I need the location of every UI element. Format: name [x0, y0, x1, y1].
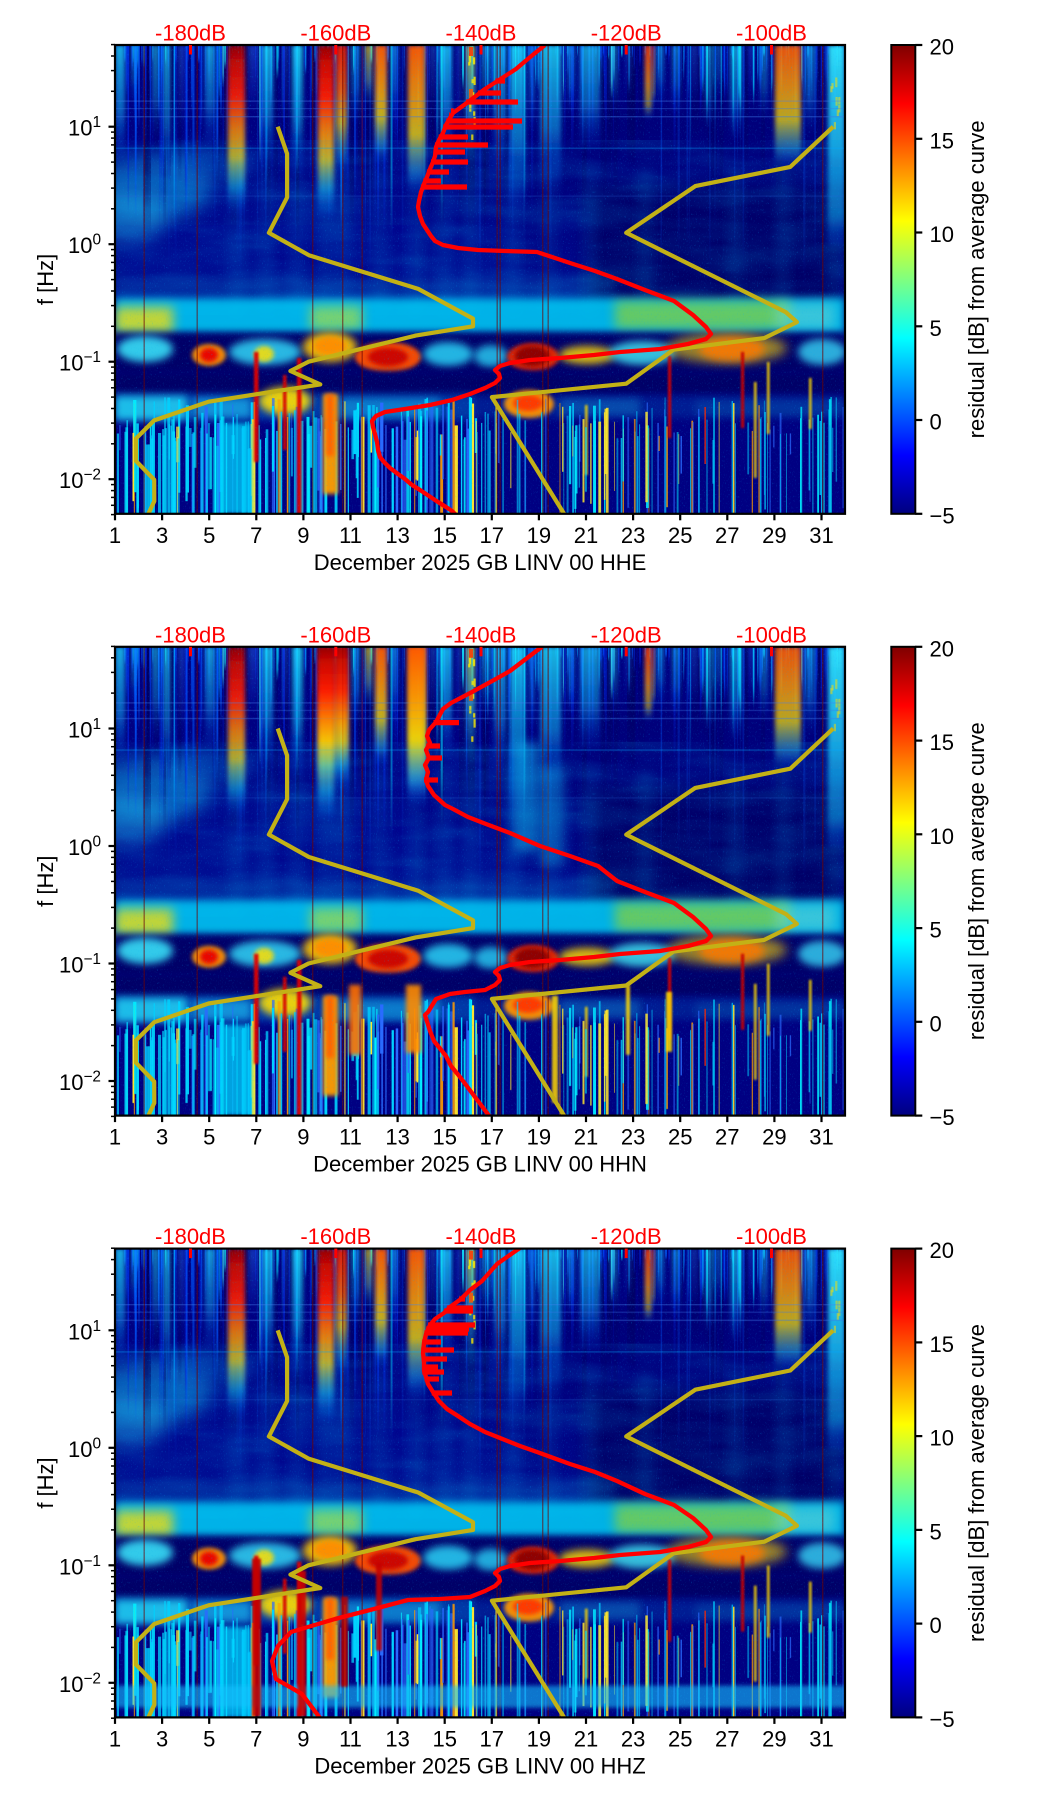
- svg-text:19: 19: [527, 1726, 551, 1751]
- svg-text:20: 20: [930, 1238, 954, 1263]
- svg-text:-180dB: -180dB: [155, 622, 226, 647]
- svg-text:10: 10: [930, 222, 954, 247]
- svg-text:10: 10: [930, 824, 954, 849]
- svg-text:15: 15: [930, 730, 954, 755]
- svg-text:December 2025 GB LINV 00 HHZ: December 2025 GB LINV 00 HHZ: [314, 1753, 645, 1778]
- svg-text:25: 25: [668, 1125, 692, 1150]
- svg-text:9: 9: [297, 1726, 309, 1751]
- svg-text:-100dB: -100dB: [736, 1224, 807, 1249]
- svg-text:21: 21: [574, 1125, 598, 1150]
- svg-text:15: 15: [432, 523, 456, 548]
- svg-text:-140dB: -140dB: [446, 622, 517, 647]
- svg-text:27: 27: [715, 1125, 739, 1150]
- svg-text:27: 27: [715, 523, 739, 548]
- svg-text:7: 7: [250, 1726, 262, 1751]
- svg-text:−5: −5: [930, 1707, 955, 1732]
- svg-text:25: 25: [668, 1726, 692, 1751]
- svg-text:-140dB: -140dB: [446, 1224, 517, 1249]
- svg-text:20: 20: [930, 636, 954, 661]
- svg-text:13: 13: [385, 523, 409, 548]
- svg-text:17: 17: [480, 1125, 504, 1150]
- svg-text:−5: −5: [930, 503, 955, 528]
- svg-text:-100dB: -100dB: [736, 622, 807, 647]
- svg-text:−5: −5: [930, 1105, 955, 1130]
- svg-text:23: 23: [621, 1726, 645, 1751]
- svg-text:f [Hz]: f [Hz]: [33, 254, 58, 305]
- svg-text:-160dB: -160dB: [300, 622, 371, 647]
- svg-text:11: 11: [339, 1125, 362, 1150]
- svg-text:23: 23: [621, 1125, 645, 1150]
- svg-text:10: 10: [930, 1426, 954, 1451]
- svg-text:7: 7: [250, 523, 262, 548]
- svg-text:5: 5: [203, 523, 215, 548]
- svg-text:-120dB: -120dB: [591, 1224, 662, 1249]
- svg-text:1: 1: [109, 1726, 121, 1751]
- svg-text:-120dB: -120dB: [591, 622, 662, 647]
- svg-text:3: 3: [156, 1726, 168, 1751]
- svg-text:-100dB: -100dB: [736, 21, 807, 46]
- svg-text:5: 5: [203, 1125, 215, 1150]
- svg-text:15: 15: [432, 1125, 456, 1150]
- svg-text:5: 5: [930, 316, 942, 341]
- svg-text:5: 5: [930, 918, 942, 943]
- svg-text:29: 29: [762, 1726, 786, 1751]
- svg-text:9: 9: [297, 1125, 309, 1150]
- svg-text:11: 11: [339, 1726, 362, 1751]
- svg-text:5: 5: [930, 1519, 942, 1544]
- svg-text:101: 101: [68, 1318, 101, 1345]
- svg-text:3: 3: [156, 523, 168, 548]
- svg-text:17: 17: [480, 1726, 504, 1751]
- svg-text:31: 31: [809, 1726, 833, 1751]
- svg-text:29: 29: [762, 1125, 786, 1150]
- svg-text:residual [dB] from average cur: residual [dB] from average curve: [964, 722, 989, 1040]
- svg-text:-160dB: -160dB: [300, 21, 371, 46]
- svg-text:29: 29: [762, 523, 786, 548]
- svg-text:11: 11: [339, 523, 362, 548]
- svg-text:9: 9: [297, 523, 309, 548]
- svg-text:25: 25: [668, 523, 692, 548]
- svg-text:f [Hz]: f [Hz]: [33, 856, 58, 907]
- svg-text:1: 1: [109, 1125, 121, 1150]
- svg-text:23: 23: [621, 523, 645, 548]
- svg-text:20: 20: [930, 35, 954, 60]
- svg-text:0: 0: [930, 1011, 942, 1036]
- svg-text:13: 13: [385, 1726, 409, 1751]
- svg-text:1: 1: [109, 523, 121, 548]
- svg-text:-180dB: -180dB: [155, 21, 226, 46]
- svg-text:15: 15: [930, 128, 954, 153]
- svg-text:0: 0: [930, 410, 942, 435]
- svg-text:27: 27: [715, 1726, 739, 1751]
- svg-text:3: 3: [156, 1125, 168, 1150]
- svg-text:13: 13: [385, 1125, 409, 1150]
- svg-text:31: 31: [809, 1125, 833, 1150]
- svg-text:-140dB: -140dB: [446, 21, 517, 46]
- svg-text:December 2025 GB LINV 00 HHE: December 2025 GB LINV 00 HHE: [314, 550, 647, 575]
- svg-text:31: 31: [809, 523, 833, 548]
- svg-text:7: 7: [250, 1125, 262, 1150]
- svg-text:19: 19: [527, 523, 551, 548]
- svg-text:-160dB: -160dB: [300, 1224, 371, 1249]
- svg-text:0: 0: [930, 1613, 942, 1638]
- svg-text:residual [dB] from average cur: residual [dB] from average curve: [964, 120, 989, 438]
- svg-text:15: 15: [432, 1726, 456, 1751]
- svg-text:f [Hz]: f [Hz]: [33, 1457, 58, 1508]
- svg-text:21: 21: [574, 523, 598, 548]
- svg-text:17: 17: [480, 523, 504, 548]
- svg-text:5: 5: [203, 1726, 215, 1751]
- svg-text:residual [dB] from average cur: residual [dB] from average curve: [964, 1324, 989, 1642]
- svg-text:10−1: 10−1: [59, 349, 101, 376]
- svg-text:-120dB: -120dB: [591, 21, 662, 46]
- svg-text:-180dB: -180dB: [155, 1224, 226, 1249]
- svg-text:19: 19: [527, 1125, 551, 1150]
- svg-text:15: 15: [930, 1332, 954, 1357]
- svg-text:December 2025 GB LINV 00 HHN: December 2025 GB LINV 00 HHN: [313, 1152, 647, 1177]
- svg-text:21: 21: [574, 1726, 598, 1751]
